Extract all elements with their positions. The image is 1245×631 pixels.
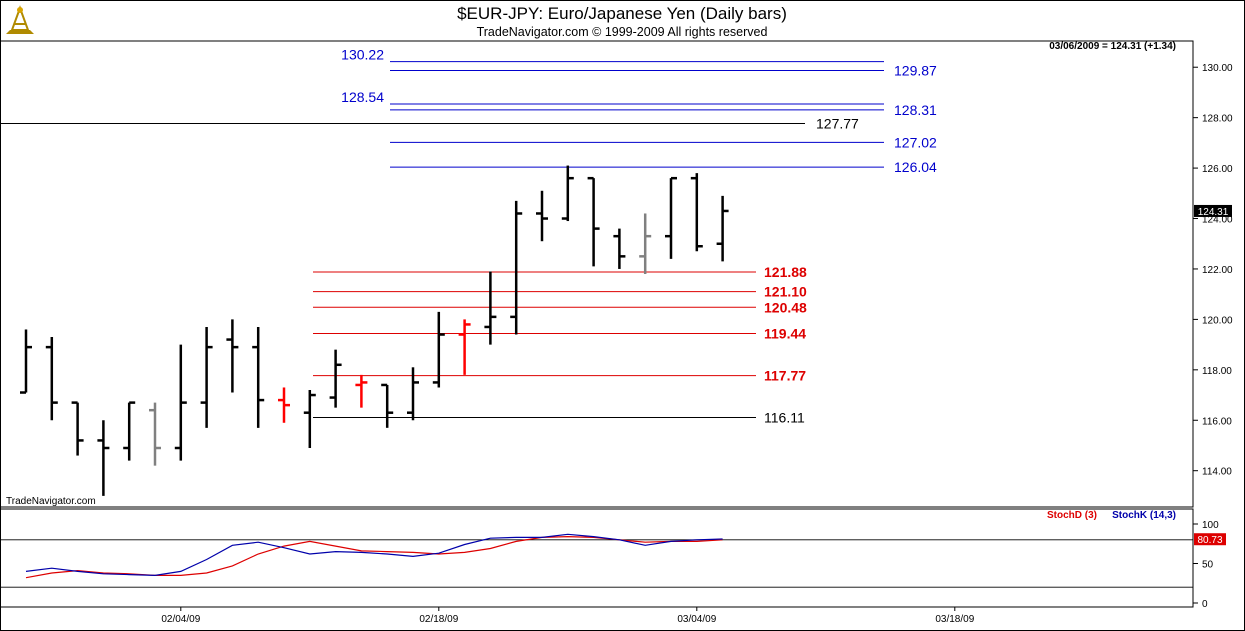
ohlc-bar: [149, 402, 161, 466]
legend-stochk: StochK (14,3): [1112, 510, 1176, 521]
ohlc-bar: [174, 344, 187, 461]
price-panel: [0, 40, 1194, 508]
stochastic-panel: [0, 508, 1194, 608]
ohlc-bar: [20, 329, 32, 394]
ohlc-bar: [355, 374, 368, 408]
price-axis: 130.00 128.00 126.00 124.00 122.00 120.00 118.…: [1193, 63, 1233, 478]
stoch-tick-label: 50: [1202, 560, 1214, 571]
ohlc-bar: [432, 311, 445, 388]
fibonacci-levels: 130.22 129.87 128.54 128.31 127.77 127.02 126.…: [0, 47, 937, 425]
ohlc-bar: [484, 271, 497, 345]
watermark: TradeNavigator.com: [6, 496, 96, 507]
ohlc-bar: [278, 387, 290, 423]
y-tick-label: 122.00: [1202, 265, 1233, 276]
ohlc-bar: [587, 176, 600, 267]
level-label: 121.10: [764, 284, 807, 300]
y-tick-label: 116.00: [1202, 416, 1232, 427]
ohlc-bar: [252, 326, 265, 428]
ohlc-bar: [665, 176, 677, 259]
y-tick-label: 114.00: [1202, 467, 1232, 478]
last-price-value: 124.31: [1198, 207, 1229, 218]
y-tick-label: 118.00: [1202, 366, 1232, 377]
y-tick-label: 124.00: [1202, 215, 1233, 226]
y-tick-label: 130.00: [1202, 63, 1233, 74]
last-price-badge: 124.31: [1194, 204, 1232, 218]
chart-title: $EUR-JPY: Euro/Japanese Yen (Daily bars): [457, 4, 787, 23]
ohlc-bar: [407, 367, 419, 421]
ohlc-bar: [613, 228, 626, 269]
ohlc-bar: [303, 390, 316, 448]
y-tick-label: 120.00: [1202, 315, 1233, 326]
chart-subtitle: TradeNavigator.com © 1999-2009 All right…: [477, 25, 768, 39]
legend-stochd: StochD (3): [1047, 510, 1097, 521]
stochastic-oscillator: 100 50 0: [0, 520, 1219, 610]
ohlc-bar: [458, 319, 471, 375]
ohlc-bar: [45, 337, 58, 421]
trade-navigator-logo: [6, 5, 34, 34]
ohlc-bar: [639, 213, 652, 274]
level-label: 128.31: [894, 102, 937, 118]
ohlc-bar: [226, 319, 239, 393]
level-label: 119.44: [764, 326, 806, 342]
x-tick-label: 03/18/09: [935, 614, 974, 625]
price-readout: 03/06/2009 = 124.31 (+1.34): [1049, 41, 1176, 52]
level-label: 129.87: [894, 62, 937, 78]
ohlc-bar: [561, 165, 574, 222]
ohlc-bar: [123, 401, 136, 461]
stoch-tick-label: 100: [1202, 520, 1219, 531]
level-label: 120.48: [764, 299, 807, 315]
date-axis: 02/04/09 02/18/09 03/04/09 03/18/09: [161, 607, 975, 625]
x-tick-label: 02/18/09: [419, 614, 458, 625]
level-label: 117.77: [764, 368, 806, 384]
level-label: 130.22: [341, 47, 384, 63]
level-label: 128.54: [341, 89, 384, 105]
level-label: 121.88: [764, 264, 807, 280]
x-tick-label: 03/04/09: [677, 614, 716, 625]
x-tick-label: 02/04/09: [161, 614, 200, 625]
ohlc-bar: [716, 195, 729, 262]
ohlc-bar: [690, 173, 703, 252]
y-tick-label: 128.00: [1202, 114, 1233, 125]
ohlc-bar: [510, 200, 523, 335]
ohlc-bar: [536, 190, 548, 242]
ohlc-bar: [97, 420, 110, 496]
ohlc-bar: [329, 349, 342, 408]
level-label: 116.11: [764, 409, 805, 425]
ohlc-bars: [20, 165, 729, 496]
ohlc-bar: [381, 383, 394, 428]
ohlc-bar: [200, 326, 213, 428]
stochk-line: [25, 533, 723, 577]
level-label: 126.04: [894, 159, 937, 175]
y-tick-label: 126.00: [1202, 164, 1233, 175]
stoch-value-badge: 80.73: [1194, 533, 1226, 546]
level-label: 127.77: [816, 115, 859, 131]
level-label: 127.02: [894, 134, 937, 150]
ohlc-bar: [71, 401, 84, 456]
stoch-tick-label: 0: [1202, 599, 1208, 610]
stoch-value: 80.73: [1197, 535, 1222, 546]
